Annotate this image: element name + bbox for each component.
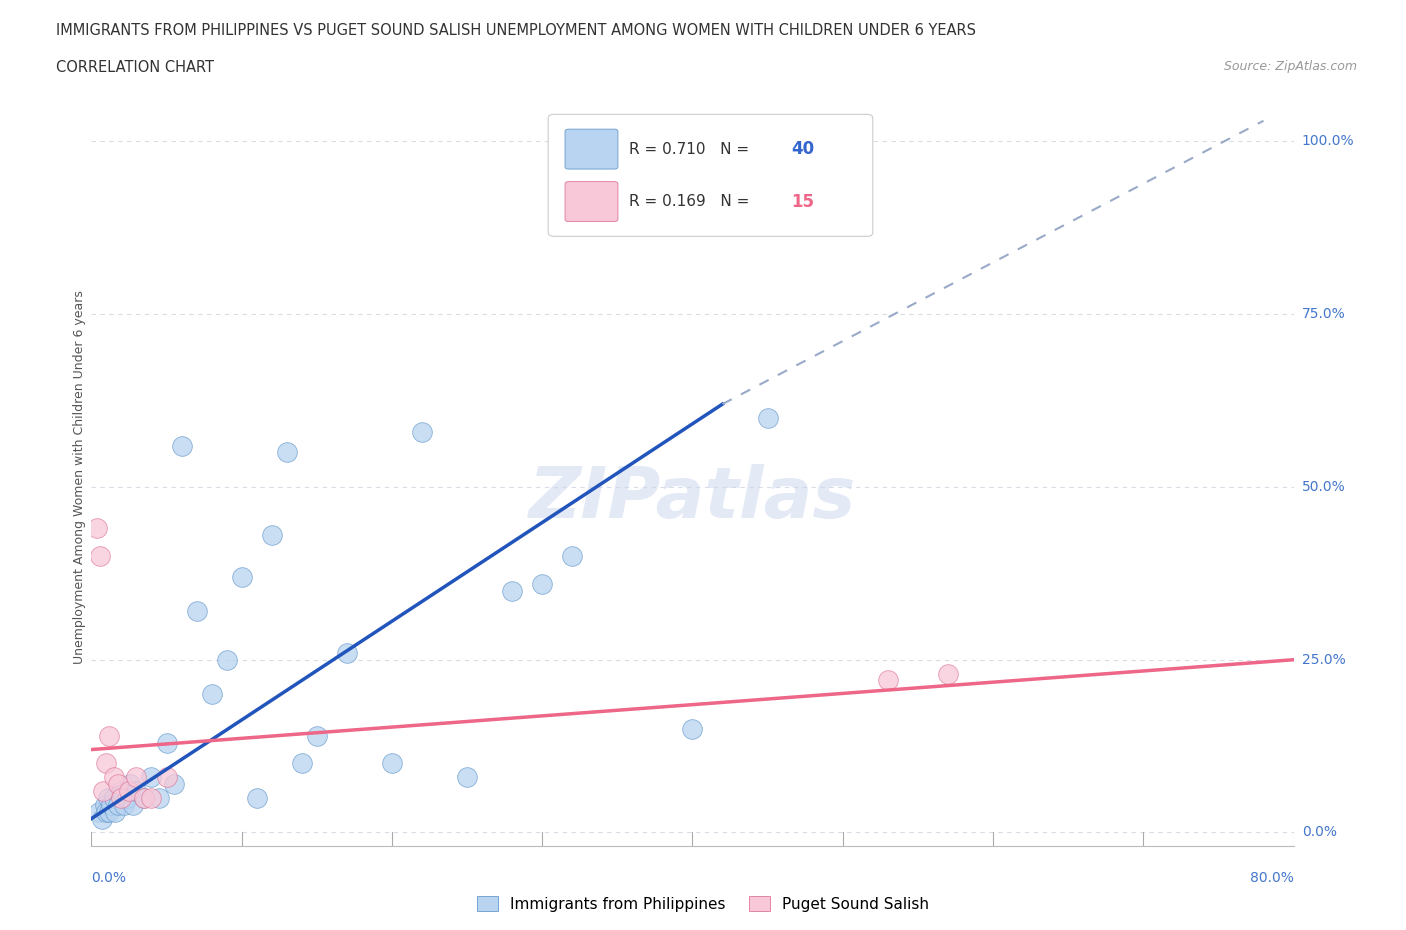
Point xyxy=(456,770,478,785)
Text: IMMIGRANTS FROM PHILIPPINES VS PUGET SOUND SALISH UNEMPLOYMENT AMONG WOMEN WITH : IMMIGRANTS FROM PHILIPPINES VS PUGET SOU… xyxy=(56,23,976,38)
Point xyxy=(155,736,177,751)
FancyBboxPatch shape xyxy=(565,181,617,221)
Point xyxy=(186,604,208,618)
Point xyxy=(120,777,142,791)
Point xyxy=(107,777,129,791)
Text: R = 0.169   N =: R = 0.169 N = xyxy=(628,194,754,209)
Point xyxy=(936,666,959,681)
Point xyxy=(94,797,117,812)
Point xyxy=(215,652,238,667)
Point xyxy=(132,790,155,805)
Point xyxy=(561,549,583,564)
Point xyxy=(97,790,120,805)
Point xyxy=(876,673,898,688)
Text: ZIPatlas: ZIPatlas xyxy=(529,464,856,533)
Y-axis label: Unemployment Among Women with Children Under 6 years: Unemployment Among Women with Children U… xyxy=(73,289,86,664)
Point xyxy=(118,784,141,799)
Point xyxy=(110,790,132,805)
Point xyxy=(93,784,115,799)
Point xyxy=(163,777,186,791)
Point xyxy=(98,804,121,819)
Point xyxy=(89,549,111,564)
Point xyxy=(104,804,127,819)
Text: CORRELATION CHART: CORRELATION CHART xyxy=(56,60,214,75)
Point xyxy=(110,784,132,799)
Point xyxy=(231,569,253,584)
Point xyxy=(531,577,554,591)
Point xyxy=(96,756,118,771)
Text: 0.0%: 0.0% xyxy=(1302,826,1337,840)
Point xyxy=(122,797,145,812)
Point xyxy=(96,804,118,819)
Point xyxy=(305,728,328,743)
Text: 75.0%: 75.0% xyxy=(1302,307,1346,321)
Point xyxy=(103,790,125,805)
Text: 80.0%: 80.0% xyxy=(1250,871,1294,885)
Point xyxy=(411,424,433,439)
Point xyxy=(381,756,404,771)
Point xyxy=(155,770,177,785)
Point xyxy=(86,521,108,536)
Text: 40: 40 xyxy=(792,140,814,158)
Point xyxy=(87,804,110,819)
Point xyxy=(246,790,269,805)
Point xyxy=(336,645,359,660)
Text: Source: ZipAtlas.com: Source: ZipAtlas.com xyxy=(1223,60,1357,73)
Point xyxy=(201,687,224,702)
Text: R = 0.710   N =: R = 0.710 N = xyxy=(628,141,754,156)
Point xyxy=(107,797,129,812)
Point xyxy=(501,583,523,598)
Point xyxy=(276,445,298,459)
Point xyxy=(681,722,703,737)
Point xyxy=(98,728,121,743)
FancyBboxPatch shape xyxy=(565,129,617,169)
Text: 100.0%: 100.0% xyxy=(1302,135,1354,149)
Point xyxy=(170,438,193,453)
FancyBboxPatch shape xyxy=(548,114,873,236)
Point xyxy=(114,797,136,812)
Point xyxy=(148,790,170,805)
Point xyxy=(756,410,779,425)
Point xyxy=(100,797,122,812)
Point xyxy=(103,770,125,785)
Point xyxy=(141,790,163,805)
Text: 50.0%: 50.0% xyxy=(1302,480,1346,494)
Point xyxy=(125,770,148,785)
Point xyxy=(117,790,139,805)
Text: 15: 15 xyxy=(792,193,814,210)
Text: 25.0%: 25.0% xyxy=(1302,653,1346,667)
Point xyxy=(90,811,112,826)
Legend: Immigrants from Philippines, Puget Sound Salish: Immigrants from Philippines, Puget Sound… xyxy=(471,890,935,918)
Point xyxy=(141,770,163,785)
Point xyxy=(132,790,155,805)
Point xyxy=(291,756,314,771)
Point xyxy=(125,784,148,799)
Point xyxy=(260,528,283,543)
Text: 0.0%: 0.0% xyxy=(91,871,127,885)
